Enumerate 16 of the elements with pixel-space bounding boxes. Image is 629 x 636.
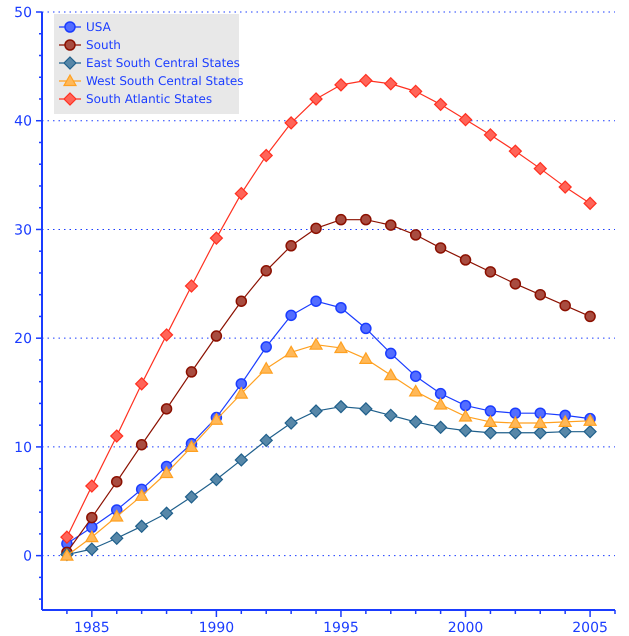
legend-label: West South Central States — [86, 74, 244, 88]
x-tick-label: 1985 — [74, 620, 110, 636]
legend-label: East South Central States — [86, 56, 240, 70]
y-tick-label: 10 — [14, 440, 32, 456]
x-tick-label: 2005 — [572, 620, 608, 636]
y-tick-label: 50 — [14, 4, 32, 21]
x-tick-label: 2000 — [448, 620, 484, 636]
legend-label: South Atlantic States — [86, 92, 212, 106]
y-tick-label: 0 — [23, 548, 32, 565]
x-tick-label: 1995 — [323, 620, 359, 636]
legend-label: USA — [86, 20, 112, 34]
legend-label: South — [86, 38, 121, 52]
y-tick-label: 30 — [14, 222, 32, 238]
x-tick-label: 1990 — [198, 620, 234, 636]
y-tick-label: 40 — [14, 114, 32, 130]
y-tick-label: 20 — [14, 331, 32, 348]
